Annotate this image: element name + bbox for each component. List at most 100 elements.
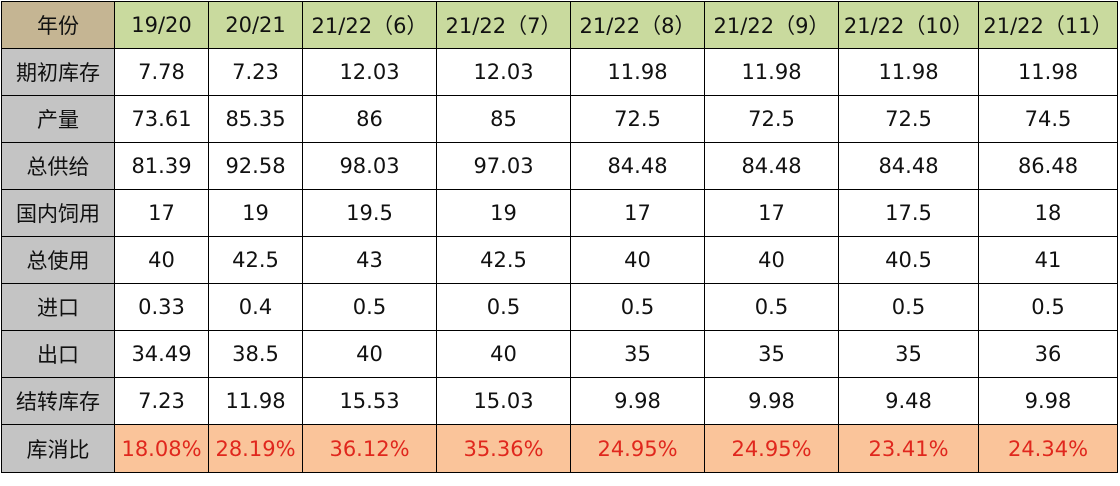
table-cell: 19: [208, 189, 303, 237]
column-header: 21/22（10）: [838, 1, 979, 49]
table-row: 总供给 81.39 92.58 98.03 97.03 84.48 84.48 …: [1, 142, 1118, 190]
ratio-cell: 36.12%: [302, 424, 437, 473]
ratio-cell: 24.95%: [570, 424, 705, 473]
table-cell: 17.5: [838, 189, 979, 237]
table-cell: 7.23: [114, 377, 209, 425]
table-cell: 11.98: [208, 377, 303, 425]
table-cell: 85: [436, 95, 571, 143]
table-cell: 11.98: [570, 48, 705, 96]
table-cell: 9.48: [838, 377, 979, 425]
table-cell: 86: [302, 95, 437, 143]
row-header: 结转库存: [1, 377, 115, 425]
row-header: 库消比: [1, 424, 115, 473]
row-header: 国内饲用: [1, 189, 115, 237]
column-header: 21/22（9）: [704, 1, 839, 49]
table-cell: 84.48: [570, 142, 705, 190]
column-header: 20/21: [208, 1, 303, 49]
row-header: 产量: [1, 95, 115, 143]
table-cell: 19.5: [302, 189, 437, 237]
table-cell: 36: [978, 330, 1118, 378]
table-cell: 11.98: [838, 48, 979, 96]
table-cell: 86.48: [978, 142, 1118, 190]
column-header: 21/22（8）: [570, 1, 705, 49]
ratio-cell: 35.36%: [436, 424, 571, 473]
table-cell: 40: [570, 236, 705, 284]
table-cell: 7.23: [208, 48, 303, 96]
header-row: 年份 19/20 20/21 21/22（6） 21/22（7） 21/22（8…: [1, 1, 1118, 49]
table-cell: 19: [436, 189, 571, 237]
ratio-cell: 24.95%: [704, 424, 839, 473]
table-cell: 43: [302, 236, 437, 284]
table-cell: 40.5: [838, 236, 979, 284]
table-cell: 35: [838, 330, 979, 378]
table-row: 结转库存 7.23 11.98 15.53 15.03 9.98 9.98 9.…: [1, 377, 1118, 425]
table-cell: 12.03: [436, 48, 571, 96]
table-cell: 73.61: [114, 95, 209, 143]
table-cell: 18: [978, 189, 1118, 237]
table-body: 期初库存 7.78 7.23 12.03 12.03 11.98 11.98 1…: [1, 48, 1118, 473]
row-header: 总使用: [1, 236, 115, 284]
table-cell: 12.03: [302, 48, 437, 96]
table-cell: 0.5: [302, 283, 437, 331]
table-cell: 15.53: [302, 377, 437, 425]
table-cell: 17: [114, 189, 209, 237]
table-row: 出口 34.49 38.5 40 40 35 35 35 36: [1, 330, 1118, 378]
table-cell: 0.5: [570, 283, 705, 331]
table-cell: 0.5: [838, 283, 979, 331]
table-cell: 9.98: [704, 377, 839, 425]
table-cell: 17: [704, 189, 839, 237]
table-row: 产量 73.61 85.35 86 85 72.5 72.5 72.5 74.5: [1, 95, 1118, 143]
balance-sheet-table: 年份 19/20 20/21 21/22（6） 21/22（7） 21/22（8…: [1, 1, 1118, 473]
table-cell: 72.5: [838, 95, 979, 143]
table-row: 期初库存 7.78 7.23 12.03 12.03 11.98 11.98 1…: [1, 48, 1118, 96]
table-cell: 35: [704, 330, 839, 378]
row-header: 总供给: [1, 142, 115, 190]
table-cell: 9.98: [978, 377, 1118, 425]
table-cell: 42.5: [436, 236, 571, 284]
table-cell: 0.5: [436, 283, 571, 331]
table-cell: 85.35: [208, 95, 303, 143]
table-cell: 15.03: [436, 377, 571, 425]
table-header: 年份 19/20 20/21 21/22（6） 21/22（7） 21/22（8…: [1, 1, 1118, 49]
row-header: 进口: [1, 283, 115, 331]
column-header: 21/22（6）: [302, 1, 437, 49]
ratio-cell: 18.08%: [114, 424, 209, 473]
table-cell: 40: [704, 236, 839, 284]
table-cell: 11.98: [978, 48, 1118, 96]
column-header: 21/22（7）: [436, 1, 571, 49]
column-header: 21/22（11）: [978, 1, 1118, 49]
table-cell: 0.33: [114, 283, 209, 331]
table-cell: 38.5: [208, 330, 303, 378]
table-cell: 84.48: [838, 142, 979, 190]
table-cell: 97.03: [436, 142, 571, 190]
table-cell: 0.4: [208, 283, 303, 331]
table-cell: 42.5: [208, 236, 303, 284]
table-cell: 35: [570, 330, 705, 378]
table-cell: 0.5: [978, 283, 1118, 331]
table-cell: 40: [302, 330, 437, 378]
table-row: 总使用 40 42.5 43 42.5 40 40 40.5 41: [1, 236, 1118, 284]
ratio-cell: 24.34%: [978, 424, 1118, 473]
stock-to-use-ratio-row: 库消比 18.08% 28.19% 36.12% 35.36% 24.95% 2…: [1, 424, 1118, 473]
table-cell: 9.98: [570, 377, 705, 425]
table-cell: 7.78: [114, 48, 209, 96]
table-row: 国内饲用 17 19 19.5 19 17 17 17.5 18: [1, 189, 1118, 237]
row-header: 期初库存: [1, 48, 115, 96]
table-cell: 72.5: [570, 95, 705, 143]
table-cell: 41: [978, 236, 1118, 284]
table-cell: 74.5: [978, 95, 1118, 143]
table-cell: 0.5: [704, 283, 839, 331]
table-cell: 84.48: [704, 142, 839, 190]
column-header: 19/20: [114, 1, 209, 49]
table-cell: 92.58: [208, 142, 303, 190]
corner-label: 年份: [1, 1, 115, 49]
table-cell: 11.98: [704, 48, 839, 96]
table-cell: 98.03: [302, 142, 437, 190]
row-header: 出口: [1, 330, 115, 378]
table-cell: 34.49: [114, 330, 209, 378]
table-row: 进口 0.33 0.4 0.5 0.5 0.5 0.5 0.5 0.5: [1, 283, 1118, 331]
table-cell: 81.39: [114, 142, 209, 190]
table-cell: 72.5: [704, 95, 839, 143]
table-cell: 40: [114, 236, 209, 284]
table-cell: 40: [436, 330, 571, 378]
